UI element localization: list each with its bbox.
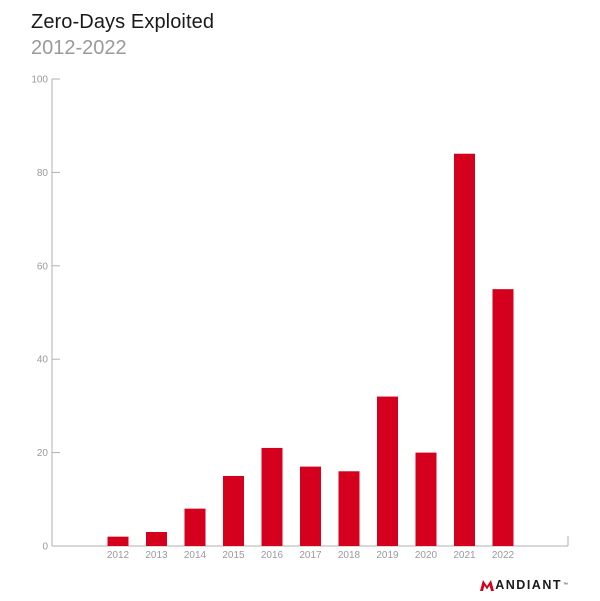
bar-2018 bbox=[338, 471, 360, 546]
bar-2021 bbox=[454, 153, 475, 546]
y-tick-label: 60 bbox=[37, 261, 49, 272]
bar-2019 bbox=[377, 396, 398, 546]
brand-name: ANDIANT bbox=[495, 578, 562, 592]
y-tick-label: 80 bbox=[37, 168, 49, 179]
bar-2022 bbox=[492, 289, 514, 546]
brand-trademark: ™ bbox=[563, 582, 568, 588]
x-tick-label: 2012 bbox=[107, 550, 130, 561]
x-tick-label: 2022 bbox=[492, 550, 515, 561]
bar-2017 bbox=[300, 466, 321, 546]
chart-subtitle: 2012-2022 bbox=[31, 37, 127, 59]
x-axis-ticks: 2012 2013 2014 2015 2016 2017 2018 2019 2020 2021… bbox=[107, 550, 515, 561]
brand-mark-icon bbox=[480, 579, 495, 591]
bar-2015 bbox=[223, 475, 244, 546]
bar-2014 bbox=[184, 508, 206, 546]
x-tick-label: 2020 bbox=[415, 550, 438, 561]
y-tick-label: 0 bbox=[42, 542, 48, 553]
bar-2016 bbox=[261, 447, 283, 546]
bars-group bbox=[107, 153, 514, 546]
y-tick-label: 40 bbox=[37, 355, 49, 366]
y-axis-ticks: 0 20 40 60 80 100 bbox=[31, 75, 60, 553]
bar-2012 bbox=[107, 536, 129, 546]
x-tick-label: 2013 bbox=[145, 550, 168, 561]
y-tick-label: 20 bbox=[37, 448, 49, 459]
x-tick-label: 2015 bbox=[222, 550, 245, 561]
x-tick-label: 2016 bbox=[261, 550, 284, 561]
chart-title: Zero-Days Exploited bbox=[31, 11, 215, 33]
x-tick-label: 2019 bbox=[376, 550, 399, 561]
bar-2020 bbox=[415, 452, 437, 546]
x-tick-label: 2021 bbox=[453, 550, 476, 561]
bar-2013 bbox=[146, 531, 167, 546]
x-tick-label: 2014 bbox=[184, 550, 207, 561]
x-tick-label: 2018 bbox=[338, 550, 361, 561]
x-tick-label: 2017 bbox=[299, 550, 322, 561]
brand-logo: ANDIANT ™ bbox=[480, 578, 568, 592]
y-tick-label: 100 bbox=[31, 75, 48, 86]
